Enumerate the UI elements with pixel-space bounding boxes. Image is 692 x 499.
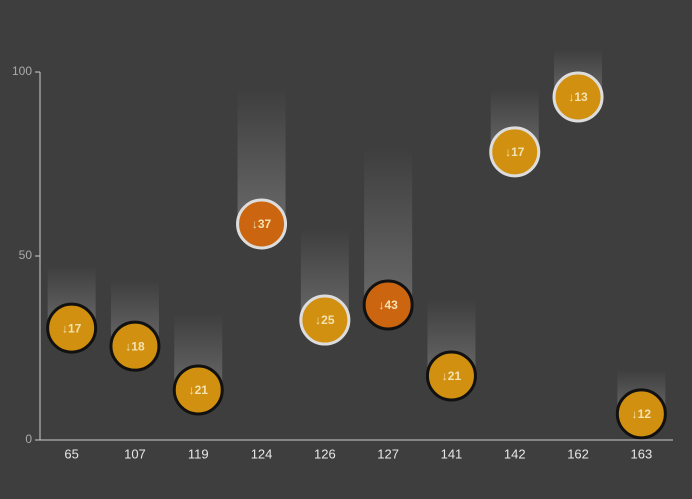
x-tick-label: 141 <box>441 446 463 461</box>
ball <box>425 350 477 402</box>
x-tick-label: 162 <box>567 446 589 461</box>
x-tick-label: 163 <box>630 446 652 461</box>
drop-label: ↓43 <box>378 298 398 312</box>
ball <box>46 302 98 354</box>
ball <box>299 294 351 346</box>
drop-label: ↓17 <box>62 321 82 335</box>
ball <box>236 198 288 250</box>
drop-label: ↓21 <box>442 369 462 383</box>
x-tick-label: 127 <box>377 446 399 461</box>
drop-trail <box>364 146 413 305</box>
x-tick-label: 119 <box>188 446 209 461</box>
x-tick-label: 65 <box>64 446 78 461</box>
x-tick-label: 107 <box>124 446 146 461</box>
drop-label: ↓37 <box>252 217 272 231</box>
drop-label: ↓12 <box>632 407 652 421</box>
x-tick-label: 126 <box>314 446 336 461</box>
ball <box>172 364 224 416</box>
drop-label: ↓13 <box>568 90 588 104</box>
drop-label: ↓17 <box>505 145 525 159</box>
drop-label: ↓21 <box>189 383 209 397</box>
x-tick-label: 124 <box>251 446 273 461</box>
ball <box>109 320 161 372</box>
y-tick-label: 0 <box>25 432 32 446</box>
drop-label: ↓25 <box>315 313 335 327</box>
ball <box>489 126 541 178</box>
drop-label: ↓18 <box>125 339 145 353</box>
ball <box>615 388 667 440</box>
x-tick-label: 142 <box>504 446 526 461</box>
y-tick-label: 100 <box>12 64 32 78</box>
ball <box>552 71 604 123</box>
ball <box>362 279 414 331</box>
y-tick-label: 50 <box>19 248 33 262</box>
